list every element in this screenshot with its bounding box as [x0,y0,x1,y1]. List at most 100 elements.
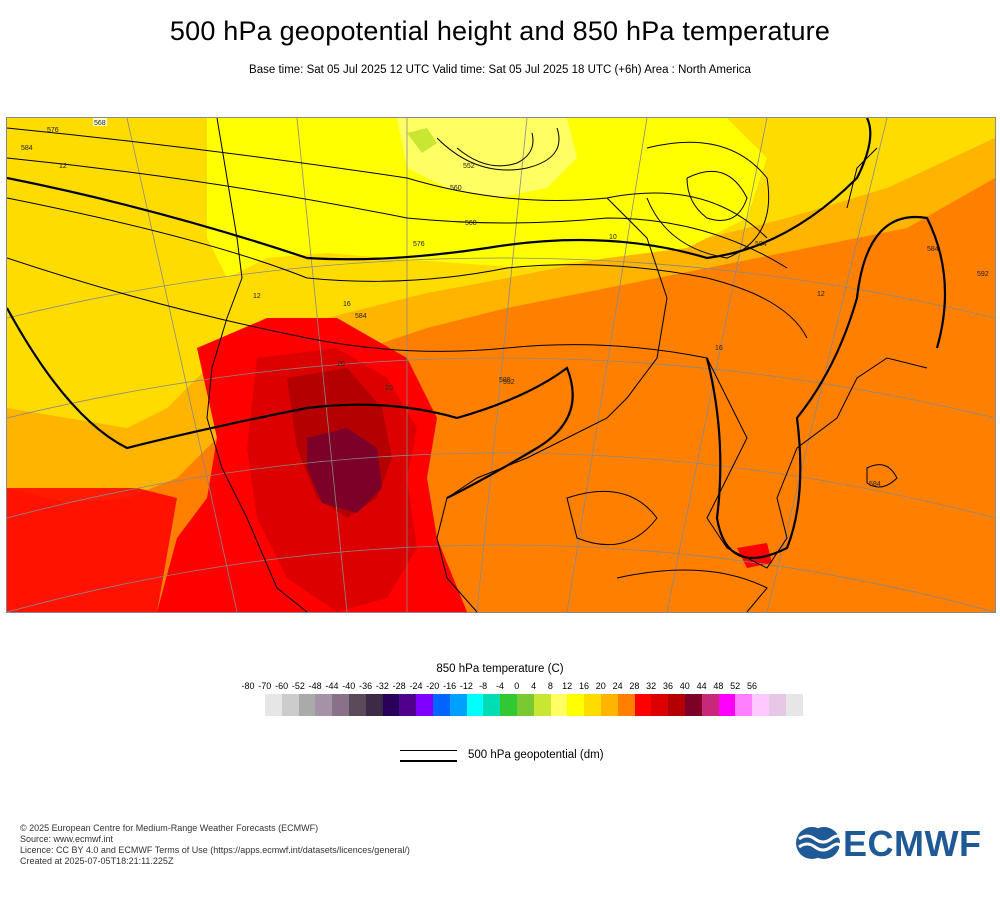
legend-tick-label: -40 [342,681,356,691]
contour-label: 12 [253,293,261,300]
contour-label: 20 [337,361,345,368]
legend-tick-label: -44 [325,681,339,691]
contour-label: 12 [59,163,67,170]
legend-swatch [348,694,366,716]
legend-swatch [483,694,501,716]
region-36 [307,428,382,513]
geopotential-line-sample [400,750,457,762]
region-0 [407,128,437,153]
legend-tick-label: -80 [241,681,255,691]
legend-tick-label: -48 [308,681,322,691]
legend-tick-label: 20 [595,681,606,691]
credit-copyright: © 2025 European Centre for Medium-Range … [20,823,319,833]
legend-swatch [281,694,299,716]
legend-swatch [365,694,383,716]
contour-label: 12 [817,291,825,298]
contour-label: 552 [463,163,475,170]
legend-swatch [416,694,433,716]
legend-tick-label: -36 [359,681,373,691]
ecmwf-logo: ECMWF [795,823,985,864]
legend-swatch [315,694,333,716]
geopotential-legend: 500 hPa geopotential (dm) [400,748,700,768]
legend-tick-label: 52 [730,681,741,691]
legend-tick-label: 24 [612,681,623,691]
legend-swatch [684,694,702,716]
ecmwf-logo-text: ECMWF [843,823,982,864]
legend-swatch [651,694,669,716]
legend-swatch [449,694,467,716]
contour-label: 20 [385,385,393,392]
credits: © 2025 European Centre for Medium-Range … [20,823,410,867]
legend-tick-label: 44 [696,681,707,691]
region-8 [207,118,767,278]
legend-swatch [617,694,635,716]
legend-swatch [600,694,618,716]
legend-tick-label: 0 [514,681,520,691]
legend-tick-label: 40 [679,681,690,691]
contour-label: 16 [715,345,723,352]
weather-map: 568 576 584 12 552 560 568 576 584 12 16… [6,117,996,613]
legend-swatch [265,694,282,716]
legend-swatch [701,694,719,716]
legend-tick-label: -16 [443,681,457,691]
geopotential-legend-label: 500 hPa geopotential (dm) [468,749,604,761]
legend-tick-label: 56 [746,681,758,691]
legend-tick-label: 8 [547,681,553,691]
legend-color-bar [265,694,803,716]
legend-swatch [298,694,316,716]
region-4 [397,118,577,198]
legend-title: 850 hPa temperature (C) [436,663,564,675]
legend-tick-label: -60 [275,681,289,691]
contour-label: 10 [609,234,617,241]
legend-tick-label: 16 [578,681,590,691]
legend-swatch [500,694,517,716]
legend-tick-label: 4 [531,681,537,691]
contour-label: 584 [21,145,33,152]
contour-label: 584 [355,313,367,320]
legend-swatch [768,694,786,716]
legend-tick-label: 12 [562,681,573,691]
legend-swatch [550,694,568,716]
legend-tick-label: -52 [291,681,305,691]
legend-swatch [533,694,551,716]
contour-label: 584 [869,481,881,488]
legend-tick-label: -28 [392,681,406,691]
contour-labels: 568 576 584 12 552 560 568 576 584 12 16… [21,118,989,488]
page-title: 500 hPa geopotential height and 850 hPa … [169,16,831,46]
legend-swatch [668,694,685,716]
legend-swatch [516,694,534,716]
contour-label: 584 [755,241,767,248]
legend-tick-label: 48 [713,681,724,691]
legend-swatch [718,694,736,716]
legend-swatch [466,694,484,716]
legend-swatch [584,694,601,716]
contour-label: 592 [503,379,515,386]
legend-tick-label: -32 [375,681,389,691]
legend-swatch [785,694,803,716]
graticule [7,118,995,612]
credit-created: Created at 2025-07-05T18:21:11.225Z [20,856,174,866]
legend-swatch [735,694,753,716]
contour-label: 560 [450,185,462,192]
legend-tick-label: -24 [409,681,423,691]
contour-label: 16 [343,301,351,308]
contour-label: 568 [94,120,106,127]
contour-label: 588 [499,377,511,384]
contour-label: 584 [927,246,939,253]
contour-label: 592 [977,271,989,278]
region-24-west [7,488,177,612]
legend-tick-label: -70 [258,681,272,691]
geopotential-contours [7,127,808,359]
contour-label: 576 [47,127,59,134]
credit-licence[interactable]: Licence: CC BY 4.0 and ECMWF Terms of Us… [20,845,410,855]
geopotential-bold-contours [7,118,947,560]
legend-tick-label: -12 [459,681,473,691]
legend-swatch [634,694,652,716]
legend-ticks: -80 -70 -60 -52 -48 -44 -40 -36 -32 -28 -24 -20 -16-… [0,681,1000,693]
map-canvas: 568 576 584 12 552 560 568 576 584 12 16… [7,118,995,612]
legend-tick-label: -4 [495,681,505,691]
legend-swatch [399,694,417,716]
page-subtitle: Base time: Sat 05 Jul 2025 12 UTC Valid … [249,64,751,76]
legend-swatch [332,694,349,716]
credit-source[interactable]: Source: www.ecmwf.int [20,834,114,844]
